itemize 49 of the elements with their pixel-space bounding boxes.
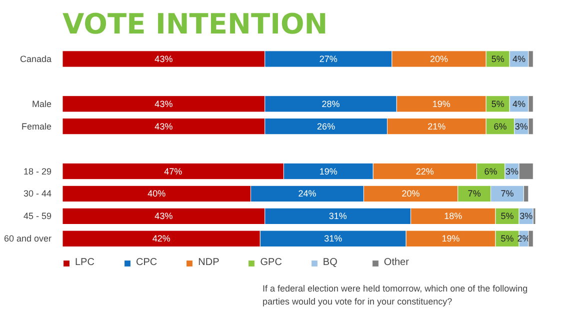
y-tick-label: Female (21, 121, 52, 132)
data-label: 43% (154, 121, 173, 132)
data-label: 40% (148, 188, 166, 199)
data-label: 24% (298, 188, 316, 199)
data-label: 5% (500, 211, 514, 222)
data-label: 27% (319, 54, 338, 64)
data-label: 47% (164, 166, 182, 176)
data-label: 3% (505, 166, 518, 176)
data-label: 6% (494, 121, 507, 132)
data-label: 5% (500, 234, 514, 244)
data-label: 20% (430, 54, 448, 64)
legend-label: BQ (322, 257, 338, 268)
data-label: 5% (491, 54, 504, 64)
data-label: 31% (324, 234, 342, 244)
legend-label: LPC (75, 257, 95, 268)
data-label: 21% (428, 121, 446, 132)
data-label: 22% (416, 166, 434, 176)
data-label: 19% (432, 98, 450, 109)
data-label: 19% (319, 166, 338, 176)
y-tick-label: 30 - 44 (23, 188, 52, 199)
y-tick-label: Male (32, 98, 52, 109)
y-tick-label: 60 and over (4, 234, 52, 244)
data-label: 4% (512, 54, 526, 64)
data-label: 43% (154, 98, 173, 109)
data-label: 6% (484, 166, 498, 176)
data-label: 7% (500, 188, 514, 199)
y-tick-label: 18 - 29 (23, 166, 52, 176)
data-label: 18% (444, 211, 462, 222)
y-tick-label: 45 - 59 (23, 211, 52, 222)
data-label: 31% (328, 211, 347, 222)
data-label: 5% (491, 98, 504, 109)
data-label: 26% (317, 121, 336, 132)
legend-label: GPC (260, 257, 282, 268)
data-label: 42% (152, 234, 170, 244)
data-label: 43% (154, 54, 173, 64)
legend-label: Other (384, 257, 409, 268)
legend-label: NDP (198, 257, 220, 268)
text: If a federal election were held tomorrow, which one of the following parties would you vote for in your constituency? (262, 284, 528, 306)
data-label: 4% (512, 98, 526, 109)
data-label: 3% (514, 121, 528, 132)
chart-title: VOTE INTENTION (62, 8, 328, 40)
data-label: 19% (442, 234, 460, 244)
data-label: 43% (154, 211, 173, 222)
data-label: 20% (402, 188, 420, 199)
data-label: 28% (322, 98, 340, 109)
data-label: 3% (520, 211, 533, 222)
data-label: 7% (468, 188, 481, 199)
y-tick-label: Canada (20, 54, 52, 64)
legend-label: CPC (136, 257, 158, 268)
